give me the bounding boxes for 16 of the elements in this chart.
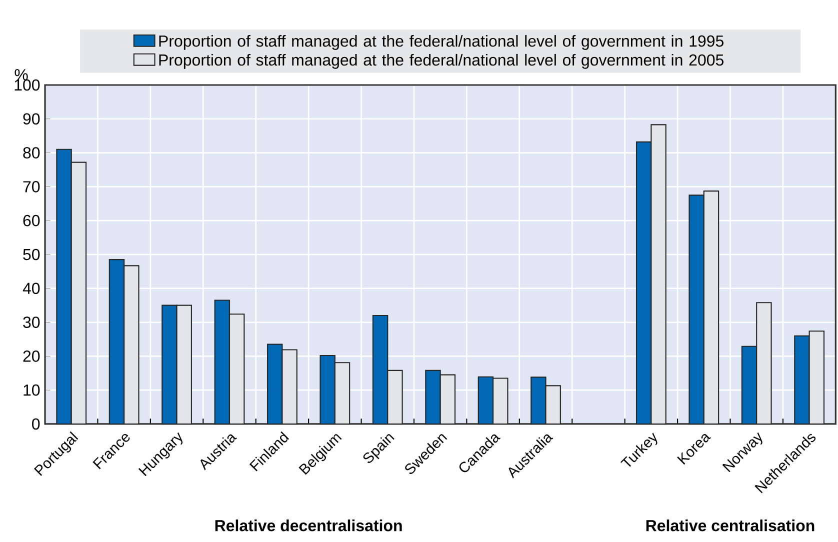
y-tick-label: 40 [22,282,40,294]
y-tick-label: 20 [23,350,40,362]
y-tick-label: 0 [32,418,40,430]
y-tick-label: 10 [24,384,40,396]
y-tick-label: 80 [23,147,40,158]
y-tick-label: 50 [23,248,40,260]
y-tick-label: 30 [23,316,40,328]
y-tick-label: 70 [23,181,40,192]
y-tick-label: 100 [14,79,40,91]
text: Relative decentralisation [215,520,402,532]
y-axis-title: % [14,69,28,80]
y-tick-label: 90 [23,113,40,125]
text: Relative centralisation [646,520,814,532]
legend-label: Proportion of staff managed at the federal/national level of government in 1995 [159,35,724,50]
y-tick-label: 60 [23,214,40,226]
legend-label: Proportion of staff managed at the federal/national level of government in 2005 [159,54,724,69]
